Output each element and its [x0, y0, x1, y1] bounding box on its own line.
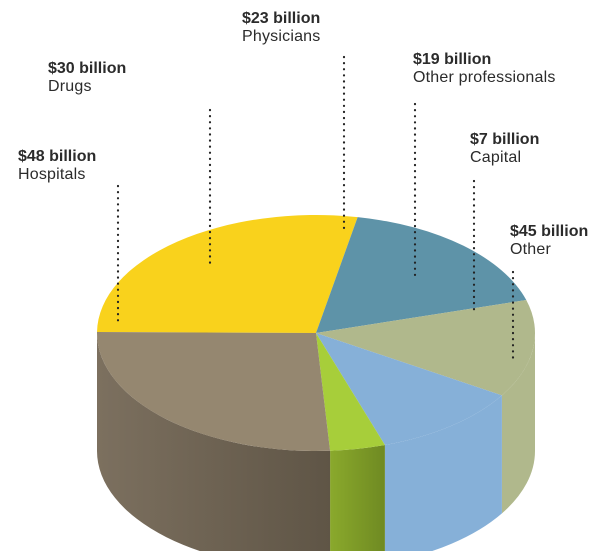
slice-physicians — [316, 299, 535, 396]
slice-label-hospitals: $48 billion Hospitals — [18, 148, 96, 185]
side-physicians — [501, 333, 535, 514]
slice-label-drugs: $30 billion Drugs — [48, 60, 126, 97]
capital-value: $7 billion — [470, 131, 540, 148]
slice-other — [96, 331, 331, 451]
side-other — [97, 333, 331, 551]
hospitals-name: Hospitals — [18, 166, 86, 184]
slice-label-physicians: $23 billion Physicians — [242, 10, 320, 47]
drugs-value: $30 billion — [48, 60, 127, 77]
drugs-name: Drugs — [48, 78, 92, 96]
physicians-name: Physicians — [242, 28, 321, 46]
slice-label-other-professionals: $19 billion Other professionals — [413, 51, 556, 88]
other-value: $45 billion — [510, 223, 589, 240]
physicians-value: $23 billion — [242, 10, 321, 27]
pie-side-walls — [97, 333, 535, 551]
side-other-professionals — [384, 395, 502, 551]
slice-capital — [316, 333, 385, 451]
slice-label-capital: $7 billion Capital — [470, 131, 539, 168]
slice-hospitals — [97, 215, 358, 333]
slice-other-professionals — [316, 333, 502, 446]
hospitals-value: $48 billion — [18, 148, 97, 165]
leader-lines — [116, 55, 515, 362]
pie-top-slices — [96, 215, 535, 451]
other-professionals-value: $19 billion — [413, 51, 492, 68]
capital-name: Capital — [470, 149, 522, 167]
other-professionals-name: Other professionals — [413, 69, 556, 87]
other-name: Other — [510, 241, 552, 259]
slice-label-other: $45 billion Other — [510, 223, 588, 260]
side-capital — [330, 445, 385, 551]
